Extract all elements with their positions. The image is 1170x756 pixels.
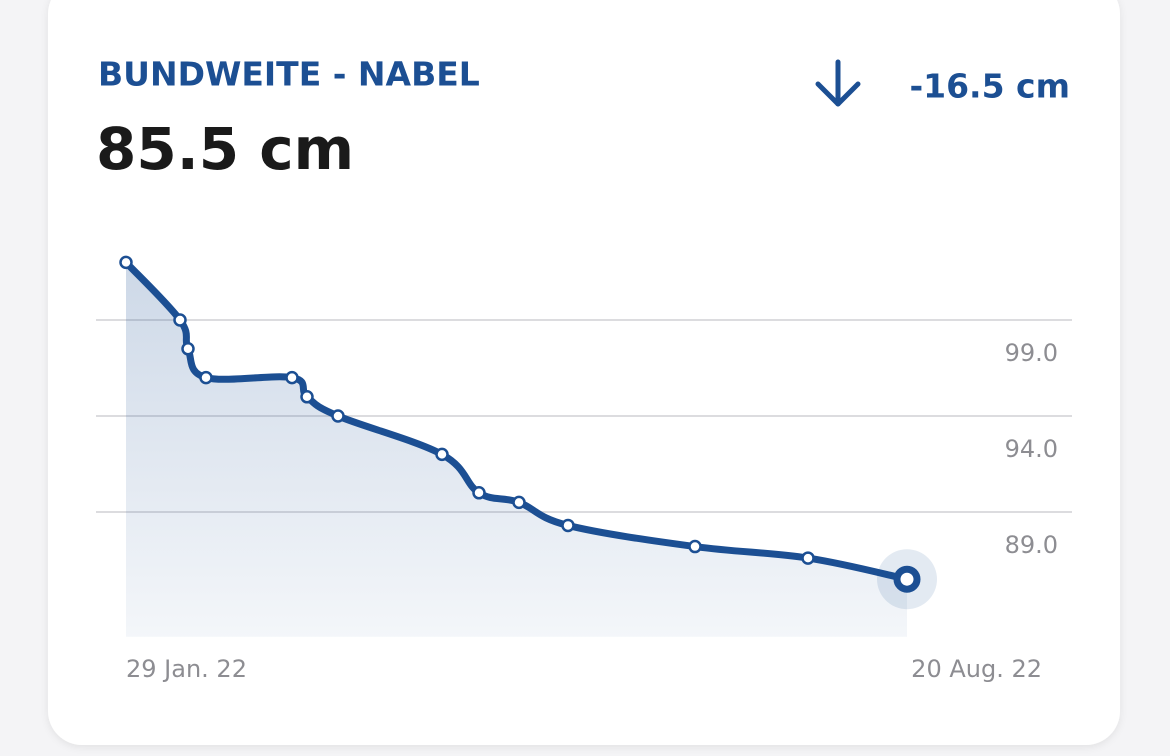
change-value: -16.5 cm	[909, 67, 1070, 106]
data-point	[435, 447, 449, 462]
data-point	[512, 495, 526, 510]
data-point	[561, 518, 575, 533]
y-tick-label: 99.0	[1005, 339, 1058, 367]
y-tick-label: 94.0	[1005, 435, 1058, 463]
data-point	[801, 551, 815, 565]
down-arrow-icon	[815, 59, 861, 107]
data-point	[119, 255, 133, 270]
card-title: BUNDWEITE - NABEL	[98, 55, 480, 94]
data-point	[300, 390, 314, 404]
y-tick-label: 89.0	[1005, 531, 1058, 559]
current-value: 85.5 cm	[96, 115, 354, 183]
data-point	[688, 539, 702, 554]
data-point	[199, 370, 213, 385]
line	[122, 258, 911, 583]
x-tick-label: 29 Jan. 22	[126, 655, 247, 683]
data-point	[285, 370, 299, 385]
data-point	[173, 313, 187, 327]
data-point	[331, 409, 345, 423]
data-point	[181, 342, 195, 356]
x-tick-label: 20 Aug. 22	[911, 655, 1042, 683]
current-point	[893, 565, 921, 593]
area	[126, 262, 907, 637]
data-point	[472, 486, 486, 500]
